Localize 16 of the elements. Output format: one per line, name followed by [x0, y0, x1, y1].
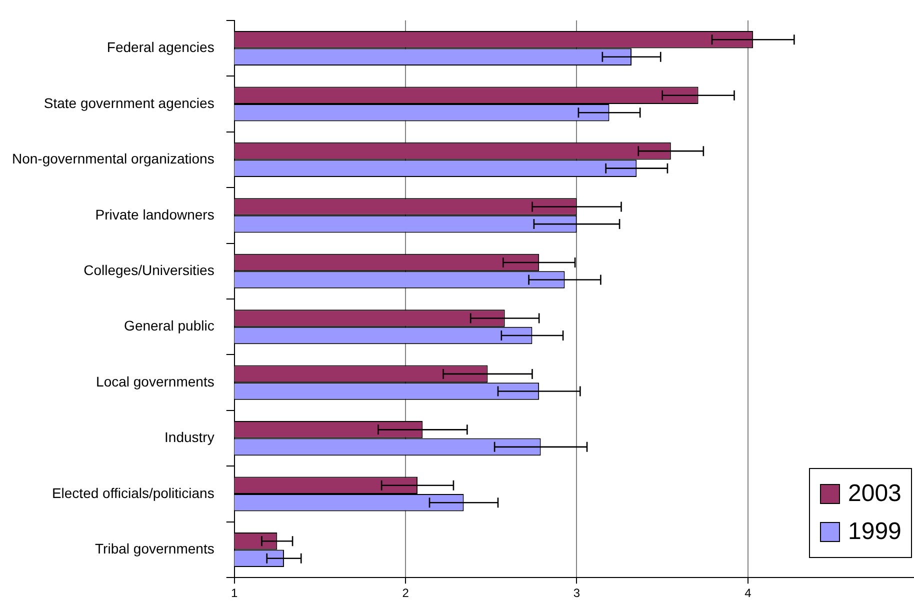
y-tick-label: General public — [124, 318, 214, 334]
y-tick-label: State government agencies — [44, 94, 214, 111]
y-tick-label: Tribal governments — [95, 540, 214, 557]
y-tick-label: Private landowners — [95, 206, 214, 222]
y-tick-label: Colleges/Universities — [84, 262, 214, 278]
x-tick-label: 3 — [573, 586, 580, 600]
x-tick-label: 1 — [230, 586, 238, 600]
legend-label: 1999 — [848, 516, 902, 547]
y-tick-label: Federal agencies — [106, 39, 214, 56]
y-tick-label: Local governments — [96, 373, 214, 390]
x-tick-label: 2 — [402, 586, 410, 600]
legend-label: 2003 — [848, 478, 902, 509]
x-tick-label: 4 — [744, 586, 752, 600]
y-tick-label: Elected officials/politicians — [52, 484, 214, 501]
y-tick-label: Non-governmental organizations — [12, 150, 214, 167]
y-tick-label: Industry — [164, 429, 214, 446]
